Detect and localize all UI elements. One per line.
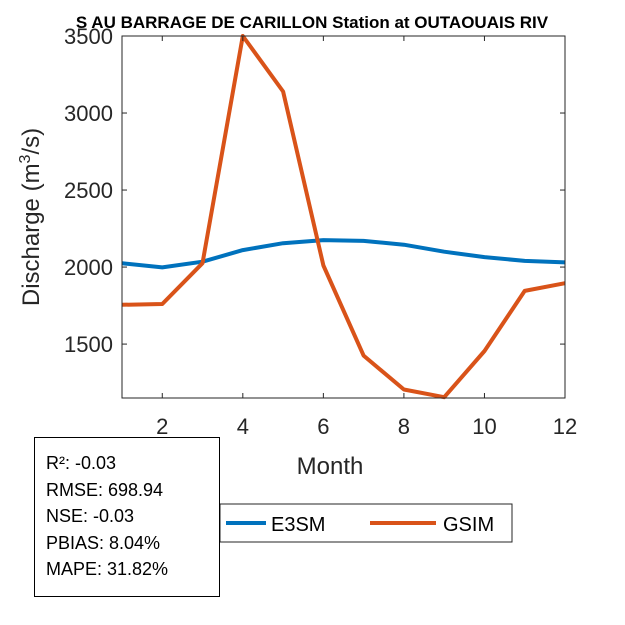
y-tick-label: 3500 <box>64 24 113 49</box>
stat-r2: R²: -0.03 <box>46 453 117 473</box>
y-axis-label: Discharge (m3/s) <box>17 128 45 306</box>
plot-frame <box>121 35 566 399</box>
x-tick-label: 10 <box>472 414 496 439</box>
x-axis: 2 4 6 8 10 12 <box>156 36 577 439</box>
x-tick-label: 4 <box>237 414 249 439</box>
x-axis-label: Month <box>297 453 364 480</box>
y-axis-label-superscript: 3 <box>17 154 34 163</box>
y-tick-label: 2000 <box>64 255 113 280</box>
stat-pbias: PBIAS: 8.04% <box>46 532 161 553</box>
x-tick-label: 8 <box>398 414 410 439</box>
chart-title: S AU BARRAGE DE CARILLON Station at OUTA… <box>76 13 549 32</box>
y-tick-label: 2500 <box>64 178 113 203</box>
series-line-gsim <box>121 34 566 400</box>
y-tick-label: 1500 <box>64 332 113 357</box>
y-axis: 1500 2000 2500 3000 3500 <box>64 24 565 357</box>
stat-rmse: RMSE: 698.94 <box>46 479 164 500</box>
legend-label-e3sm: E3SM <box>271 514 325 536</box>
stats-box: R²: -0.03 RMSE: 698.94 NSE: -0.03 PBIAS:… <box>34 437 220 597</box>
x-tick-label: 2 <box>156 414 168 439</box>
y-tick-label: 3000 <box>64 101 113 126</box>
legend: E3SM GSIM <box>219 503 513 543</box>
y-axis-label-main: Discharge (m <box>18 163 45 306</box>
stat-mape: MAPE: 31.82% <box>46 559 169 579</box>
series-layer <box>121 34 566 400</box>
legend-box <box>219 503 513 543</box>
legend-label-gsim: GSIM <box>443 514 494 536</box>
x-tick-label: 12 <box>553 414 577 439</box>
plot-area <box>122 36 565 398</box>
y-axis-label-unit: /s) <box>18 128 45 155</box>
x-tick-label: 6 <box>317 414 329 439</box>
stat-nse: NSE: -0.03 <box>46 506 135 526</box>
series-line-e3sm <box>121 238 566 270</box>
